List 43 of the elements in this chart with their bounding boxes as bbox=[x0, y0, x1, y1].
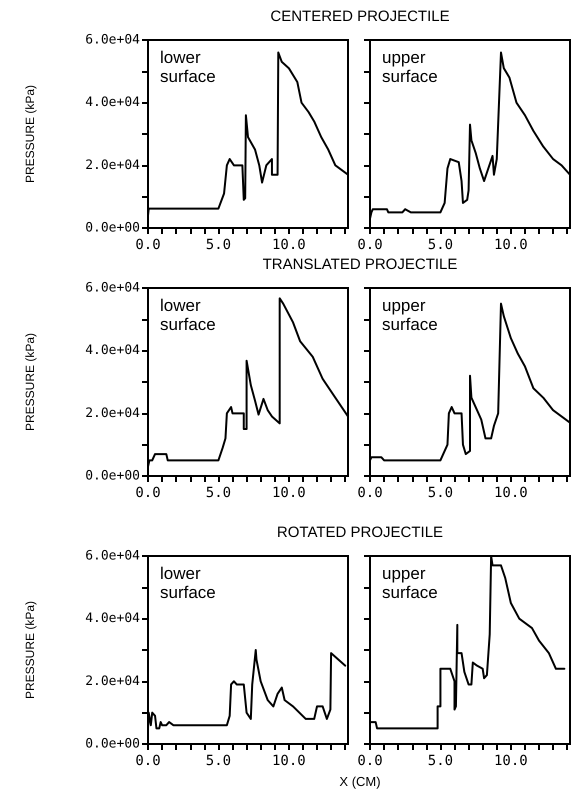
x-tick-label: 0.0 bbox=[135, 237, 161, 253]
y-tick-label: 6.0e+04 bbox=[85, 548, 140, 564]
x-tick-label: 10.0 bbox=[272, 237, 306, 253]
x-tick-label: 0.0 bbox=[357, 237, 383, 253]
x-tick-label: 5.0 bbox=[206, 753, 232, 769]
x-tick-label: 10.0 bbox=[494, 485, 528, 501]
y-tick-label: 0.0e+00 bbox=[85, 220, 140, 236]
y-tick-label: 4.0e+04 bbox=[85, 95, 140, 110]
x-tick-label: 5.0 bbox=[428, 237, 454, 253]
chart-title: ROTATED PROJECTILE bbox=[276, 524, 444, 541]
x-tick-label: 5.0 bbox=[428, 485, 454, 501]
annotation: upper surface bbox=[382, 564, 438, 602]
x-tick-label: 10.0 bbox=[272, 753, 306, 769]
chart-title: TRANSLATED PROJECTILE bbox=[262, 256, 458, 273]
x-tick-label: 0.0 bbox=[357, 485, 383, 501]
y-tick-label: 4.0e+04 bbox=[85, 343, 140, 358]
x-tick-label: 10.0 bbox=[494, 753, 528, 769]
y-tick-label: 0.0e+00 bbox=[85, 468, 140, 484]
y-tick-label: 2.0e+04 bbox=[85, 406, 140, 421]
annotation: upper surface bbox=[382, 296, 438, 334]
y-tick-label: 0.0e+00 bbox=[85, 736, 140, 752]
x-axis-title: X (CM) bbox=[338, 774, 382, 789]
x-tick-label: 5.0 bbox=[206, 237, 232, 253]
x-tick-label: 10.0 bbox=[494, 237, 528, 253]
annotation: lower surface bbox=[160, 564, 216, 602]
annotation: upper surface bbox=[382, 48, 438, 86]
x-tick-label: 10.0 bbox=[272, 485, 306, 501]
y-axis-title: PRESSURE (kPa) bbox=[23, 600, 37, 700]
y-tick-label: 6.0e+04 bbox=[85, 32, 140, 48]
y-tick-label: 6.0e+04 bbox=[85, 280, 140, 296]
x-tick-label: 5.0 bbox=[206, 485, 232, 501]
y-axis-title: PRESSURE (kPa) bbox=[23, 84, 37, 184]
y-axis-title: PRESSURE (kPa) bbox=[23, 332, 37, 432]
y-tick-label: 2.0e+04 bbox=[85, 674, 140, 689]
x-tick-label: 0.0 bbox=[135, 753, 161, 769]
chart-title: CENTERED PROJECTILE bbox=[269, 8, 451, 25]
x-tick-label: 5.0 bbox=[428, 753, 454, 769]
x-tick-label: 0.0 bbox=[135, 485, 161, 501]
y-tick-label: 4.0e+04 bbox=[85, 611, 140, 626]
x-tick-label: 0.0 bbox=[357, 753, 383, 769]
y-tick-label: 2.0e+04 bbox=[85, 158, 140, 173]
annotation: lower surface bbox=[160, 48, 216, 86]
annotation: lower surface bbox=[160, 296, 216, 334]
